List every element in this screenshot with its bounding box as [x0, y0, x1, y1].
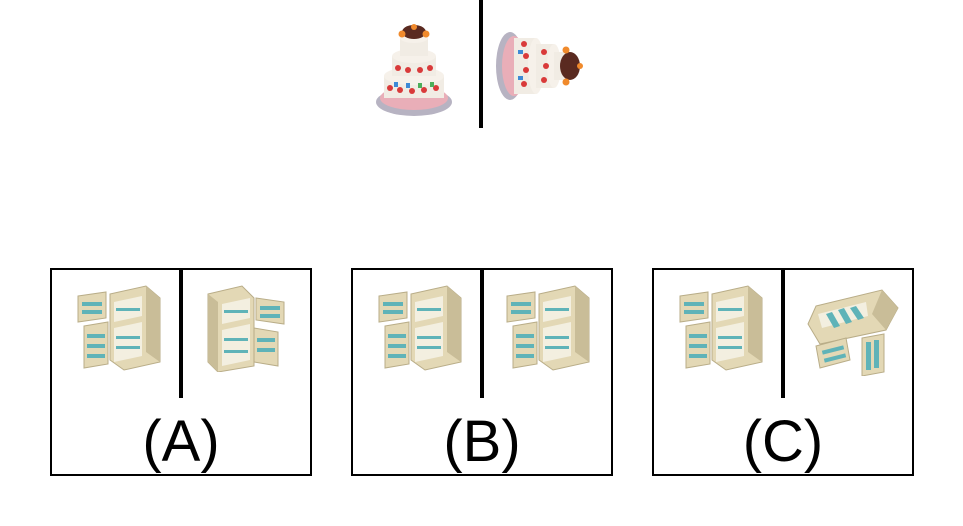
option-b-divider — [480, 270, 484, 398]
option-c-divider — [781, 270, 785, 398]
cake-rotated-image — [496, 32, 583, 100]
open-fridge-mirrored-icon — [207, 285, 285, 372]
option-b[interactable]: (B) — [351, 268, 613, 476]
cake-image — [376, 24, 452, 116]
option-c[interactable]: (C) — [652, 268, 914, 476]
open-fridge-icon — [679, 285, 763, 371]
option-c-label: (C) — [742, 409, 824, 474]
option-a-divider — [179, 270, 183, 398]
open-fridge-icon — [506, 285, 590, 371]
prompt-divider — [479, 0, 483, 128]
option-a[interactable]: (A) — [50, 268, 312, 476]
open-fridge-tilted-icon — [807, 289, 899, 376]
open-fridge-icon — [77, 285, 161, 371]
option-a-label: (A) — [142, 409, 220, 474]
open-fridge-icon — [378, 285, 462, 371]
option-b-label: (B) — [443, 409, 521, 474]
